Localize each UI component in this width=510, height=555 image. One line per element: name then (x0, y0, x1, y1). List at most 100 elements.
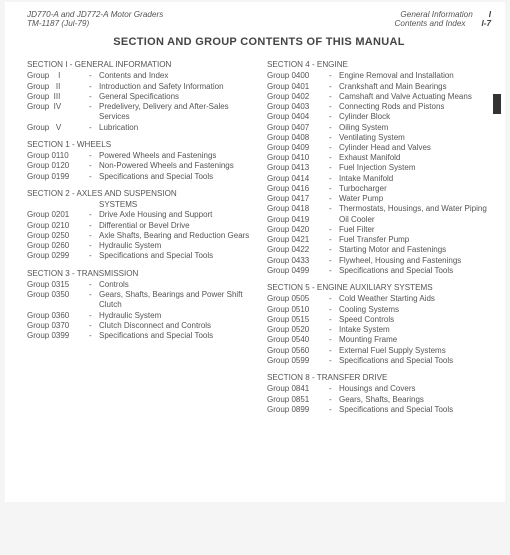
toc-label: Group 0210 (27, 221, 89, 231)
toc-label: Group 0899 (267, 405, 329, 415)
toc-sep: - (329, 384, 339, 394)
toc-row: Group 0540-Mounting Frame (267, 335, 491, 345)
toc-text: Exhaust Manifold (339, 153, 491, 163)
toc-row: Group 0505-Cold Weather Starting Aids (267, 294, 491, 304)
toc-text: Gears, Shafts, Bearings and Power Shift … (99, 290, 251, 310)
toc-sep: - (329, 204, 339, 214)
toc-sep: - (89, 102, 99, 122)
toc-text: Oiling System (339, 123, 491, 133)
toc-sep: - (329, 123, 339, 133)
toc-text: Specifications and Special Tools (339, 266, 491, 276)
toc-label: Group 0421 (267, 235, 329, 245)
section-heading: SECTION 8 - TRANSFER DRIVE (267, 373, 491, 383)
toc-text: Hydraulic System (99, 311, 251, 321)
toc-text: Turbocharger (339, 184, 491, 194)
toc-row: Group 0370-Clutch Disconnect and Control… (27, 321, 251, 331)
toc-sep: - (89, 311, 99, 321)
toc-row: Group 0401-Crankshaft and Main Bearings (267, 82, 491, 92)
toc-row: Group 0433-Flywheel, Housing and Fasteni… (267, 256, 491, 266)
toc-sep: - (329, 305, 339, 315)
section-heading: SECTION 2 - AXLES AND SUSPENSION (27, 189, 251, 199)
toc-text: Gears, Shafts, Bearings (339, 395, 491, 405)
toc-label: Group 0410 (267, 153, 329, 163)
toc-text: Cooling Systems (339, 305, 491, 315)
toc-text: Connecting Rods and Pistons (339, 102, 491, 112)
toc-text: Powered Wheels and Fastenings (99, 151, 251, 161)
section-heading: SECTION 3 - TRANSMISSION (27, 269, 251, 279)
toc-text: Starting Motor and Fastenings (339, 245, 491, 255)
toc-text: Lubrication (99, 123, 251, 133)
toc-label: Group 0299 (27, 251, 89, 261)
toc-label: Group 0851 (267, 395, 329, 405)
toc-sep: - (329, 133, 339, 143)
toc-row: Group 0250-Axle Shafts, Bearing and Redu… (27, 231, 251, 241)
toc-text: Specifications and Special Tools (99, 251, 251, 261)
toc-row: Group III-General Specifications (27, 92, 251, 102)
toc-label: Group 0120 (27, 161, 89, 171)
toc-row: Group 0399-Specifications and Special To… (27, 331, 251, 341)
toc-row: Group 0210-Differential or Bevel Drive (27, 221, 251, 231)
toc-sep: - (329, 112, 339, 122)
toc-sep: - (329, 346, 339, 356)
toc-text: Ventilating System (339, 133, 491, 143)
toc-sep: - (329, 184, 339, 194)
toc-label: Group 0199 (27, 172, 89, 182)
toc-label: Group 0407 (267, 123, 329, 133)
toc-row: Group 0110-Powered Wheels and Fastenings (27, 151, 251, 161)
header-right-line1: General Information (400, 10, 472, 19)
toc-label: Group 0110 (27, 151, 89, 161)
toc-row: Group 0407-Oiling System (267, 123, 491, 133)
toc-row: Group V-Lubrication (27, 123, 251, 133)
page-title: SECTION AND GROUP CONTENTS OF THIS MANUA… (27, 36, 491, 48)
toc-label: Group 0515 (267, 315, 329, 325)
toc-sep: - (329, 225, 339, 235)
toc-row: Group 0417-Water Pump (267, 194, 491, 204)
toc-sep: - (329, 102, 339, 112)
toc-sep: - (89, 71, 99, 81)
toc-label: Group I (27, 71, 89, 81)
toc-row: Group 0408-Ventilating System (267, 133, 491, 143)
toc-text: Specifications and Special Tools (99, 172, 251, 182)
toc-label: Group 0250 (27, 231, 89, 241)
toc-row: Group 0851-Gears, Shafts, Bearings (267, 395, 491, 405)
toc-label: Group 0560 (267, 346, 329, 356)
toc-sep: - (329, 315, 339, 325)
page: JD770-A and JD772-A Motor Graders TM-118… (5, 2, 505, 502)
toc-label: Group 0404 (267, 112, 329, 122)
toc-row: Group 0201-Drive Axle Housing and Suppor… (27, 210, 251, 220)
thumb-tab (493, 94, 501, 114)
section-heading: SECTION I - GENERAL INFORMATION (27, 60, 251, 70)
toc-text: Fuel Injection System (339, 163, 491, 173)
toc-text: Oil Cooler (339, 215, 491, 225)
toc-text: External Fuel Supply Systems (339, 346, 491, 356)
toc-sep: - (89, 280, 99, 290)
toc-label: Group 0360 (27, 311, 89, 321)
toc-text: Specifications and Special Tools (339, 405, 491, 415)
toc-text: Speed Controls (339, 315, 491, 325)
right-column: SECTION 4 - ENGINEGroup 0400-Engine Remo… (267, 60, 491, 415)
header-left: JD770-A and JD772-A Motor Graders TM-118… (27, 10, 163, 28)
toc-sep: - (329, 245, 339, 255)
toc-label: Group 0841 (267, 384, 329, 394)
toc-sep: - (329, 325, 339, 335)
toc-row: Group 0419Oil Cooler (267, 215, 491, 225)
toc-row: Group 0404-Cylinder Block (267, 112, 491, 122)
toc-row: Group 0499-Specifications and Special To… (267, 266, 491, 276)
toc-sep: - (89, 231, 99, 241)
toc-label: Group 0510 (267, 305, 329, 315)
toc-row: Group 0299-Specifications and Special To… (27, 251, 251, 261)
header-left-line2: TM-1187 (Jul-79) (27, 19, 163, 28)
toc-label: Group 0422 (267, 245, 329, 255)
toc-text: General Specifications (99, 92, 251, 102)
toc-label: Group 0201 (27, 210, 89, 220)
toc-label: Group 0370 (27, 321, 89, 331)
toc-text: Crankshaft and Main Bearings (339, 82, 491, 92)
header-right-line2b: I-7 (481, 19, 491, 28)
toc-sep: - (329, 92, 339, 102)
toc-label: Group 0350 (27, 290, 89, 310)
toc-text: Contents and Index (99, 71, 251, 81)
toc-row: Group 0841-Housings and Covers (267, 384, 491, 394)
toc-label: Group 0401 (267, 82, 329, 92)
toc-row: Group 0899-Specifications and Special To… (267, 405, 491, 415)
toc-text: Intake System (339, 325, 491, 335)
